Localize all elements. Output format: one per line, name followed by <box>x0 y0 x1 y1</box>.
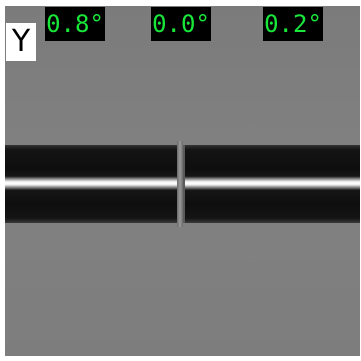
fiber-gap <box>177 141 183 227</box>
fiber-splice-view: Y 0.8° 0.0° 0.2° <box>5 6 360 356</box>
right-cleave-angle: 0.2° <box>263 7 323 41</box>
left-fiber <box>5 145 179 223</box>
axis-label: Y <box>6 23 36 61</box>
right-fiber <box>183 145 360 223</box>
center-offset-angle: 0.0° <box>151 7 211 41</box>
left-cleave-angle: 0.8° <box>45 7 105 41</box>
